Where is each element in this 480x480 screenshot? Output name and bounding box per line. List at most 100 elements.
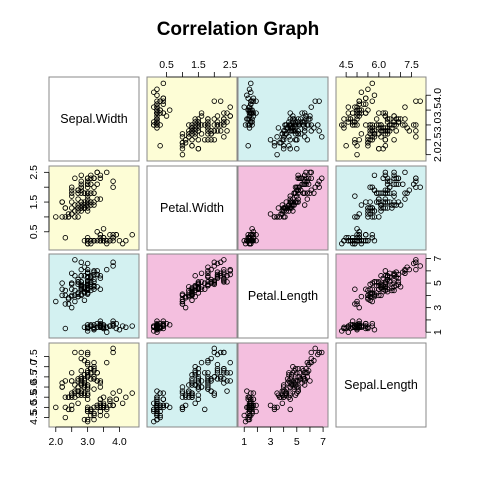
data-point — [107, 402, 113, 409]
data-point — [295, 199, 301, 205]
data-point — [384, 178, 391, 184]
data-point — [402, 196, 408, 202]
data-point — [391, 271, 397, 278]
data-point — [59, 214, 65, 220]
data-point — [160, 80, 167, 87]
chart-title: Correlation Graph — [157, 19, 320, 40]
data-point — [271, 214, 278, 220]
data-point — [287, 199, 293, 205]
data-point — [363, 232, 369, 238]
data-point — [224, 119, 230, 125]
data-point — [195, 286, 202, 292]
data-point — [59, 286, 65, 292]
data-point — [286, 370, 292, 376]
data-point — [192, 128, 198, 134]
data-point — [75, 208, 81, 214]
data-point — [221, 380, 227, 386]
data-point — [104, 266, 110, 273]
data-point — [160, 101, 167, 107]
panel-petal-width-vs-petal-width: Petal.Width — [146, 165, 238, 251]
data-point — [287, 137, 293, 143]
data-point — [84, 322, 91, 328]
data-point — [382, 137, 389, 143]
data-point — [227, 271, 233, 278]
data-point — [68, 199, 75, 205]
data-point — [284, 380, 291, 386]
data-point — [208, 378, 214, 384]
data-point — [94, 229, 100, 235]
data-point — [241, 237, 247, 244]
data-point — [291, 128, 297, 134]
data-point — [376, 122, 382, 128]
data-point — [245, 107, 251, 113]
data-point — [84, 290, 91, 296]
data-point — [59, 199, 65, 205]
data-point — [365, 211, 371, 217]
data-point — [84, 184, 91, 190]
data-point — [246, 404, 253, 411]
data-point — [365, 325, 371, 332]
data-point — [294, 378, 300, 384]
data-point — [295, 196, 301, 202]
data-point — [417, 263, 423, 269]
data-point — [391, 137, 397, 143]
data-point — [296, 370, 303, 376]
data-point — [72, 214, 78, 220]
data-point — [179, 134, 186, 140]
data-point — [413, 175, 419, 182]
data-point — [160, 390, 167, 396]
data-point — [301, 181, 308, 187]
data-point — [367, 184, 373, 190]
data-point — [68, 211, 75, 217]
data-point — [246, 237, 253, 244]
data-point — [189, 288, 195, 295]
tick-label: 3.0 — [80, 436, 95, 448]
data-point — [189, 122, 195, 128]
data-point — [294, 145, 300, 152]
data-point — [308, 175, 314, 182]
data-point — [312, 345, 318, 352]
data-point — [72, 257, 78, 263]
data-point — [179, 131, 186, 137]
data-point — [91, 237, 97, 244]
data-point — [182, 394, 189, 400]
data-point — [304, 196, 311, 202]
data-point — [288, 122, 295, 128]
data-point — [78, 202, 84, 208]
data-point — [68, 190, 75, 196]
data-point — [154, 396, 160, 402]
data-point — [110, 318, 116, 324]
data-point — [72, 349, 78, 356]
data-point — [179, 298, 186, 305]
data-point — [192, 116, 198, 122]
data-point — [107, 396, 113, 402]
data-point — [186, 284, 192, 290]
data-point — [246, 116, 253, 122]
data-point — [78, 388, 84, 394]
data-point — [217, 349, 224, 356]
data-point — [75, 196, 81, 202]
tick-label: 4.0 — [432, 88, 444, 103]
data-point — [242, 122, 249, 128]
data-point — [205, 125, 211, 131]
data-point — [84, 193, 91, 199]
data-point — [97, 275, 104, 281]
data-point — [369, 208, 376, 214]
panel-petal-width-vs-sepal-length — [335, 165, 427, 251]
data-point — [78, 184, 84, 190]
data-point — [391, 199, 397, 205]
tick-label: 7.5 — [404, 59, 419, 71]
data-point — [271, 140, 278, 146]
data-point — [59, 280, 65, 286]
data-point — [248, 101, 254, 107]
data-point — [221, 116, 227, 122]
data-point — [88, 175, 94, 182]
data-point — [195, 392, 202, 398]
data-point — [107, 323, 113, 329]
data-point — [253, 237, 259, 244]
data-point — [157, 122, 163, 128]
data-point — [308, 104, 314, 110]
data-point — [72, 298, 78, 305]
panel-background — [237, 253, 329, 339]
data-point — [406, 128, 413, 134]
